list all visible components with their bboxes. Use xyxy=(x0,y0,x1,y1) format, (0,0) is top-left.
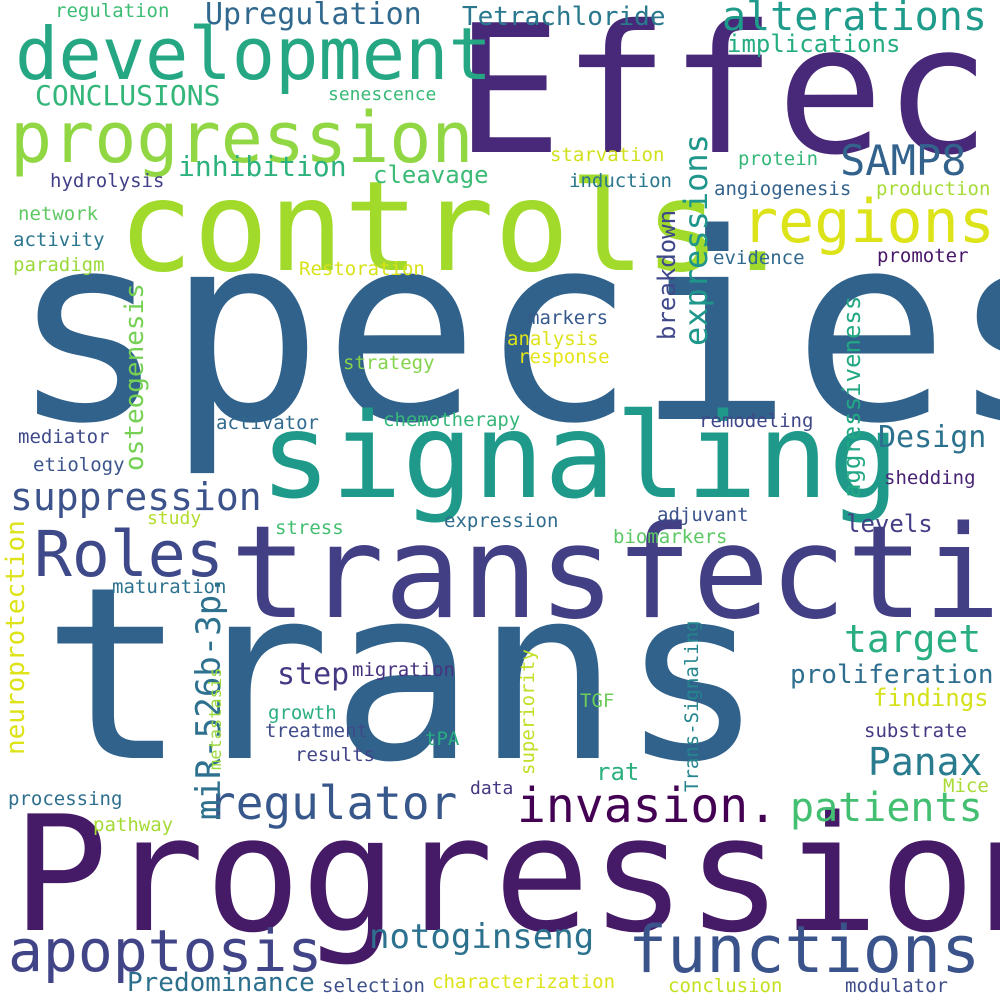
word-promoter: promoter xyxy=(877,245,969,267)
word-apoptosis: apoptosis xyxy=(8,917,323,985)
word-activator: activator xyxy=(216,412,319,434)
word-aggressiveness: aggressiveness xyxy=(838,295,866,498)
word-findings: findings xyxy=(873,684,989,712)
word-tpa: tPA xyxy=(425,728,460,750)
word-modulator: modulator xyxy=(845,975,948,997)
word-proliferation: proliferation xyxy=(790,660,994,690)
word-production: production xyxy=(876,178,991,200)
word-paradigm: paradigm xyxy=(13,254,105,276)
word-data: data xyxy=(470,778,514,799)
word-cleavage: cleavage xyxy=(373,161,489,189)
word-roles: Roles xyxy=(34,518,224,591)
word-etiology: etiology xyxy=(33,454,125,476)
word-processing: processing xyxy=(8,788,123,810)
word-levels: levels xyxy=(846,510,933,538)
word-substrate: substrate xyxy=(864,720,967,742)
word-angiogenesis: angiogenesis xyxy=(714,178,852,200)
word-superiority: superiority xyxy=(517,649,539,775)
word-predominance: Predominance xyxy=(127,968,315,998)
word-hydrolysis: hydrolysis xyxy=(50,170,165,192)
word-senescence: senescence xyxy=(328,84,437,105)
word-biomarkers: biomarkers xyxy=(613,526,728,548)
word-development: development xyxy=(15,12,492,96)
word-migration: migration xyxy=(352,659,455,681)
word-conclusion: conclusion xyxy=(668,975,783,997)
word-notoginseng: notoginseng xyxy=(369,917,595,957)
word-neuroprotection: neuroprotection xyxy=(1,520,31,755)
word-progression-medium: progression xyxy=(10,97,474,179)
word-restoration: Restoration xyxy=(299,258,425,280)
word-transfection: transfection xyxy=(230,499,1000,648)
word-expression: expression xyxy=(444,510,559,532)
word-selection: selection xyxy=(322,975,425,997)
word-treatment: treatment xyxy=(265,720,368,742)
word-regulation: regulation xyxy=(55,0,170,22)
word-activity: activity xyxy=(13,229,105,251)
word-remodeling: remodeling xyxy=(699,410,814,432)
word-progression-large: Progression xyxy=(12,781,1000,968)
word-design: Design xyxy=(878,420,987,455)
word-induction: induction xyxy=(569,170,672,192)
word-starvation: starvation xyxy=(550,144,665,166)
word-osteogenesis: osteogenesis xyxy=(120,283,150,471)
word-mice: Mice xyxy=(943,775,989,797)
word-alterations: alterations xyxy=(722,0,987,40)
word-controls: controls. xyxy=(118,155,796,300)
word-adjuvant: adjuvant xyxy=(657,504,749,526)
word-conclusions: CONCLUSIONS xyxy=(35,79,221,112)
word-target: target xyxy=(844,617,982,661)
word-study: study xyxy=(147,508,202,529)
word-regulator: regulator xyxy=(208,776,458,830)
word-regions: regions xyxy=(742,187,995,257)
word-inhibition: inhibition xyxy=(178,150,347,183)
word-results: results xyxy=(295,744,376,766)
word-tetrachloride: Tetrachloride xyxy=(462,2,666,32)
word-species: species xyxy=(10,179,1000,481)
word-effect: Effect xyxy=(455,0,1000,194)
word-rat: rat xyxy=(596,758,640,786)
word-protein: protein xyxy=(738,148,819,170)
word-markers: markers xyxy=(528,307,609,329)
word-functions: functions xyxy=(628,913,981,988)
word-network: network xyxy=(18,203,99,225)
word-expressions: expressions xyxy=(677,134,715,346)
word-tgf: TGF xyxy=(580,690,615,712)
word-stress: stress xyxy=(275,517,344,539)
word-response: response xyxy=(518,346,610,368)
word-patients: patients xyxy=(790,785,983,831)
word-suppression: suppression xyxy=(10,475,262,519)
word-upregulation: Upregulation xyxy=(205,0,422,32)
word-maturation: maturation xyxy=(112,576,227,598)
word-mediator: mediator xyxy=(18,426,110,448)
word-chemotherapy: chemotherapy xyxy=(383,409,521,431)
word-implications: implications xyxy=(727,30,901,58)
word-metastasis: metastasis xyxy=(206,667,226,770)
word-evidence: evidence xyxy=(713,247,805,269)
word-growth: growth xyxy=(268,702,337,724)
word-pathway: pathway xyxy=(93,814,174,836)
word-strategy: strategy xyxy=(343,352,435,374)
word-breakdown: breakdown xyxy=(653,209,681,340)
word-shedding: shedding xyxy=(884,467,976,489)
word-analysis: analysis xyxy=(507,328,599,350)
word-panax: Panax xyxy=(868,740,983,784)
word-invasion: invasion. xyxy=(517,778,778,834)
word-samp8: SAMP8 xyxy=(840,136,967,185)
word-signaling: signaling xyxy=(260,387,900,525)
word-trans-signaling: Trans-Signaling xyxy=(681,620,703,792)
word-characterization: characterization xyxy=(432,971,616,993)
word-step: step xyxy=(277,657,350,692)
word-trans: trans xyxy=(42,535,765,815)
